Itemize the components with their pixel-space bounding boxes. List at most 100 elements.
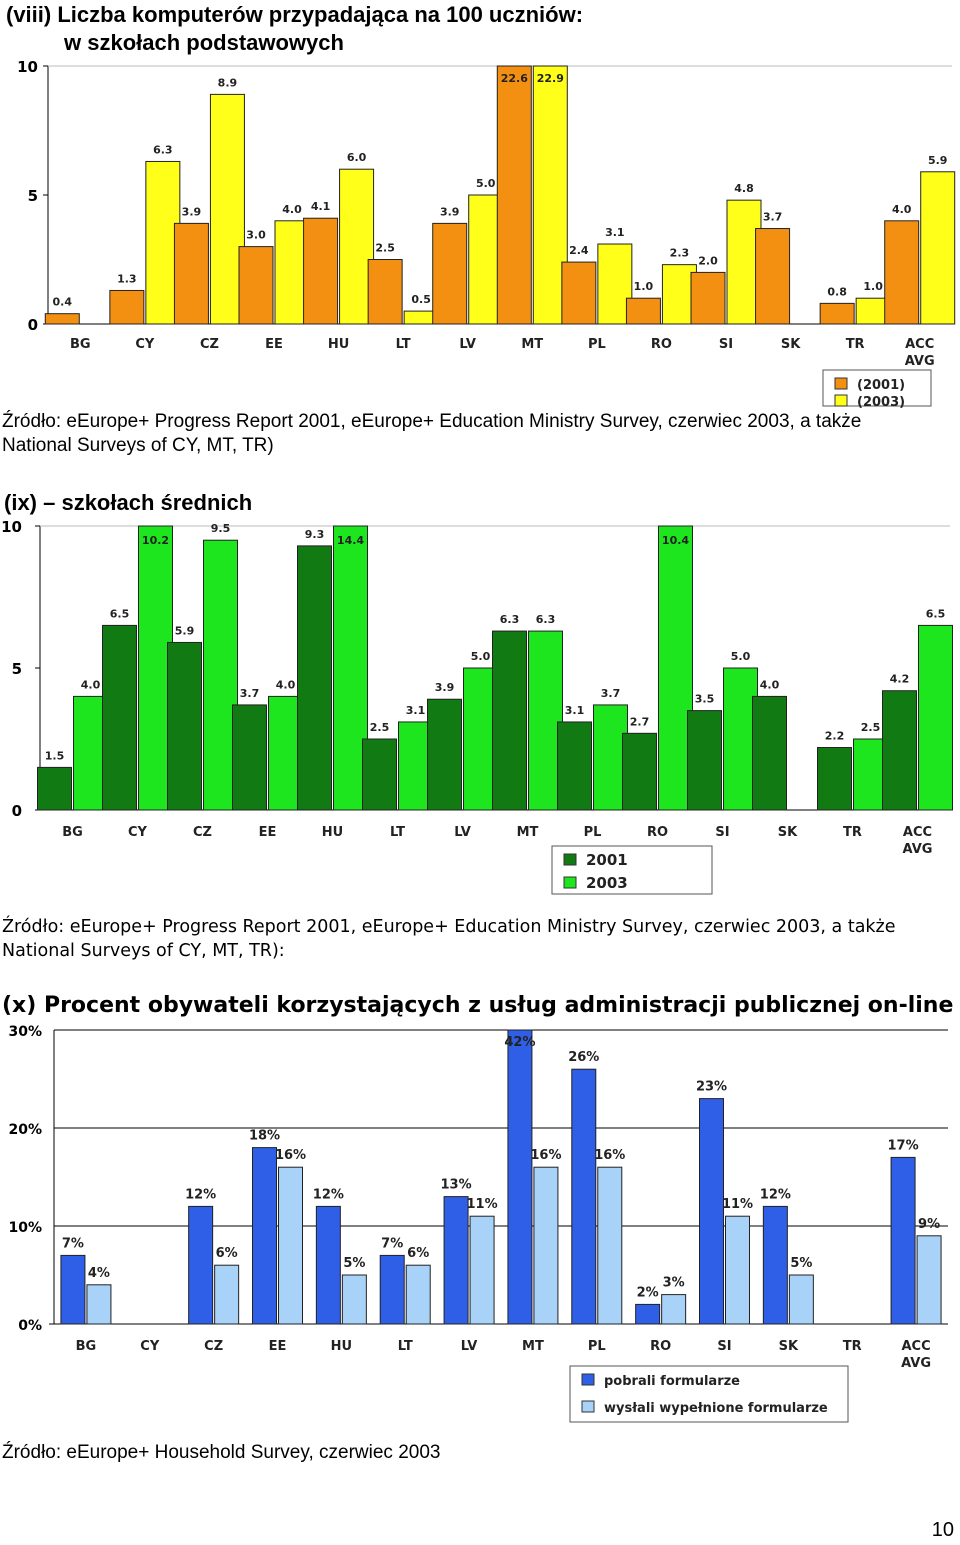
chart1-heading-line2: w szkołach podstawowych <box>64 30 344 56</box>
chart2-data-label: 6.5 <box>926 607 946 620</box>
chart2-category-label: RO <box>647 825 668 840</box>
chart2-source-line2: National Surveys of CY, MT, TR): <box>2 939 285 963</box>
chart1-data-label: 0.8 <box>827 285 847 298</box>
chart1-category-label: PL <box>588 337 606 352</box>
chart2-bar-a <box>493 631 527 810</box>
chart2-bar-a <box>753 696 787 810</box>
chart1-data-label: 5.9 <box>928 154 948 167</box>
chart2-bar-b <box>919 625 953 810</box>
chart3-legend-swatch <box>582 1401 594 1412</box>
chart1-bar-a <box>45 314 79 324</box>
chart2-legend-swatch <box>564 854 576 865</box>
chart3-data-label: 16% <box>594 1148 625 1163</box>
chart3-heading: (x) Procent obywateli korzystających z u… <box>2 993 953 1019</box>
chart3-bar-b <box>662 1295 686 1324</box>
chart3-legend-label: pobrali formularze <box>604 1374 740 1389</box>
chart3-data-label: 11% <box>467 1197 498 1212</box>
chart1-data-label: 8.9 <box>218 76 238 89</box>
chart3-y-tick-label: 20% <box>8 1122 42 1138</box>
chart3-category-label: SI <box>717 1339 731 1354</box>
chart3-bar-a <box>444 1197 468 1324</box>
chart2-data-label: 3.1 <box>406 704 426 717</box>
chart3-data-label: 18% <box>249 1129 280 1144</box>
chart3-bar-b <box>598 1167 622 1324</box>
chart2-data-label: 14.4 <box>337 534 364 547</box>
chart3-category-label: SK <box>779 1339 799 1354</box>
chart1-legend-swatch <box>835 378 847 389</box>
chart3-data-label: 16% <box>275 1148 306 1163</box>
chart2-data-label: 4.0 <box>760 678 780 691</box>
chart1-data-label: 3.0 <box>246 229 266 242</box>
chart1-category-label: MT <box>521 337 543 352</box>
chart3-bar-b <box>789 1275 813 1324</box>
chart1-bar-a <box>885 221 919 324</box>
chart1-data-label: 6.0 <box>347 151 367 164</box>
chart3-category-label: HU <box>331 1339 352 1354</box>
chart2-data-label: 2.5 <box>370 721 390 734</box>
chart2-data-label: 4.0 <box>81 678 101 691</box>
chart2-category-label: SI <box>715 825 729 840</box>
chart2-category-label: CY <box>128 825 148 840</box>
chart1-data-label: 4.8 <box>734 182 754 195</box>
chart3-data-label: 16% <box>530 1148 561 1163</box>
chart3-y-tick-label: 10% <box>8 1220 42 1236</box>
chart1-data-label: 3.7 <box>763 211 783 224</box>
chart1-category-label: LV <box>459 337 476 352</box>
chart1-data-label: 2.5 <box>375 242 395 255</box>
chart1-y-tick-label: 5 <box>28 187 38 205</box>
chart1-data-label: 2.0 <box>698 254 718 267</box>
chart3-bar-a <box>253 1148 277 1324</box>
chart1-bar-a <box>368 260 402 325</box>
chart1-data-label: 3.9 <box>182 205 202 218</box>
chart2-data-label: 2.7 <box>630 715 650 728</box>
chart-3-svg: 0% 10% 20% 30% BG 7% 4% CY CZ 12% 6% EE 18% 16% HU 12% 5… <box>0 1020 960 1430</box>
chart2-bar-a <box>558 722 592 810</box>
chart3-bar-a <box>189 1206 213 1324</box>
chart2-data-label: 4.2 <box>890 673 910 686</box>
chart2-heading: (ix) – szkołach średnich <box>4 490 252 516</box>
chart3-data-label: 11% <box>722 1197 753 1212</box>
chart2-bar-a <box>623 733 657 810</box>
chart2-data-label: 5.0 <box>471 650 491 663</box>
chart1-legend-label: (2001) <box>857 378 905 393</box>
chart2-category-label: LV <box>454 825 471 840</box>
chart3-data-label: 5% <box>343 1256 365 1271</box>
chart2-category-label: ACC <box>903 825 932 840</box>
chart1-data-label: 22.6 <box>501 72 528 85</box>
chart1-category-label: ACC <box>905 337 934 352</box>
chart1-bar-a <box>562 262 596 324</box>
chart-2-svg: 0510BG1.54.0CY6.510.2CZ5.99.5EE3.74.0HU9… <box>0 516 960 896</box>
chart1-data-label: 1.0 <box>863 280 883 293</box>
chart1-category-label: EE <box>265 337 283 352</box>
chart2-data-label: 5.0 <box>731 650 751 663</box>
chart2-data-label: 9.5 <box>211 522 231 535</box>
chart3-data-label: 26% <box>568 1050 599 1065</box>
chart3-category-label: CY <box>140 1339 160 1354</box>
chart2-data-label: 3.7 <box>240 687 260 700</box>
chart1-category-label: CY <box>135 337 155 352</box>
chart2-category-label: PL <box>584 825 602 840</box>
chart2-category-label: TR <box>843 825 862 840</box>
chart3-data-label: 7% <box>381 1236 403 1251</box>
chart3-category-label: CZ <box>204 1339 223 1354</box>
chart2-bar-a <box>883 691 917 810</box>
chart3-legend-swatch <box>582 1374 594 1385</box>
chart1-data-label: 4.0 <box>282 203 302 216</box>
chart3-bar-b <box>470 1216 494 1324</box>
chart3-data-label: 13% <box>441 1178 472 1193</box>
chart1-bar-a <box>691 272 725 324</box>
chart2-data-label: 3.7 <box>601 687 621 700</box>
chart3-category-label: LT <box>398 1339 413 1354</box>
chart3-data-label: 12% <box>185 1187 216 1202</box>
chart1-data-label: 1.3 <box>117 272 137 285</box>
chart1-bar-a <box>110 290 144 324</box>
chart2-category-label: SK <box>778 825 798 840</box>
chart2-category-label: AVG <box>903 842 933 857</box>
chart3-data-label: 12% <box>760 1187 791 1202</box>
chart3-data-label: 6% <box>407 1246 429 1261</box>
chart3-bar-b <box>279 1167 303 1324</box>
chart3-bar-a <box>763 1206 787 1324</box>
chart2-category-label: LT <box>390 825 405 840</box>
page-number: 10 <box>932 1519 954 1542</box>
chart3-category-label: ACC <box>901 1339 930 1354</box>
